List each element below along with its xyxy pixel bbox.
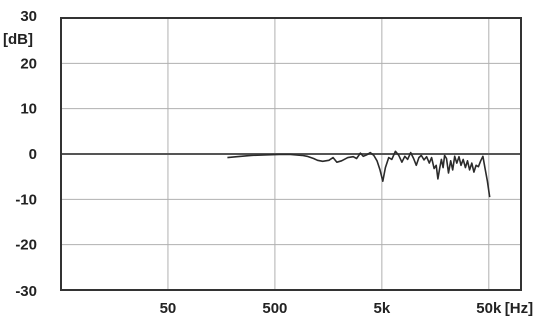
x-axis-ticks: 50 500 5k 50k (160, 300, 502, 317)
y-tick-label: -10 (15, 191, 37, 208)
x-tick-label: 5k (374, 300, 391, 317)
y-tick-label: 20 (20, 55, 37, 72)
y-tick-label: 10 (20, 101, 37, 118)
x-tick-label: 50k (476, 300, 502, 317)
y-unit-label: [dB] (3, 31, 33, 48)
y-tick-label: 30 (20, 8, 37, 25)
x-tick-label: 500 (262, 300, 287, 317)
response-curve (227, 150, 491, 198)
x-unit-label: [Hz] (505, 300, 533, 317)
y-tick-label: -20 (15, 237, 37, 254)
y-axis-ticks: 30 20 10 0 -10 -20 -30 (15, 8, 37, 300)
y-tick-label: 0 (29, 146, 37, 163)
plot-frame (60, 17, 522, 291)
y-tick-label: -30 (15, 283, 37, 300)
series-layer (227, 150, 491, 198)
x-tick-label: 50 (160, 300, 177, 317)
